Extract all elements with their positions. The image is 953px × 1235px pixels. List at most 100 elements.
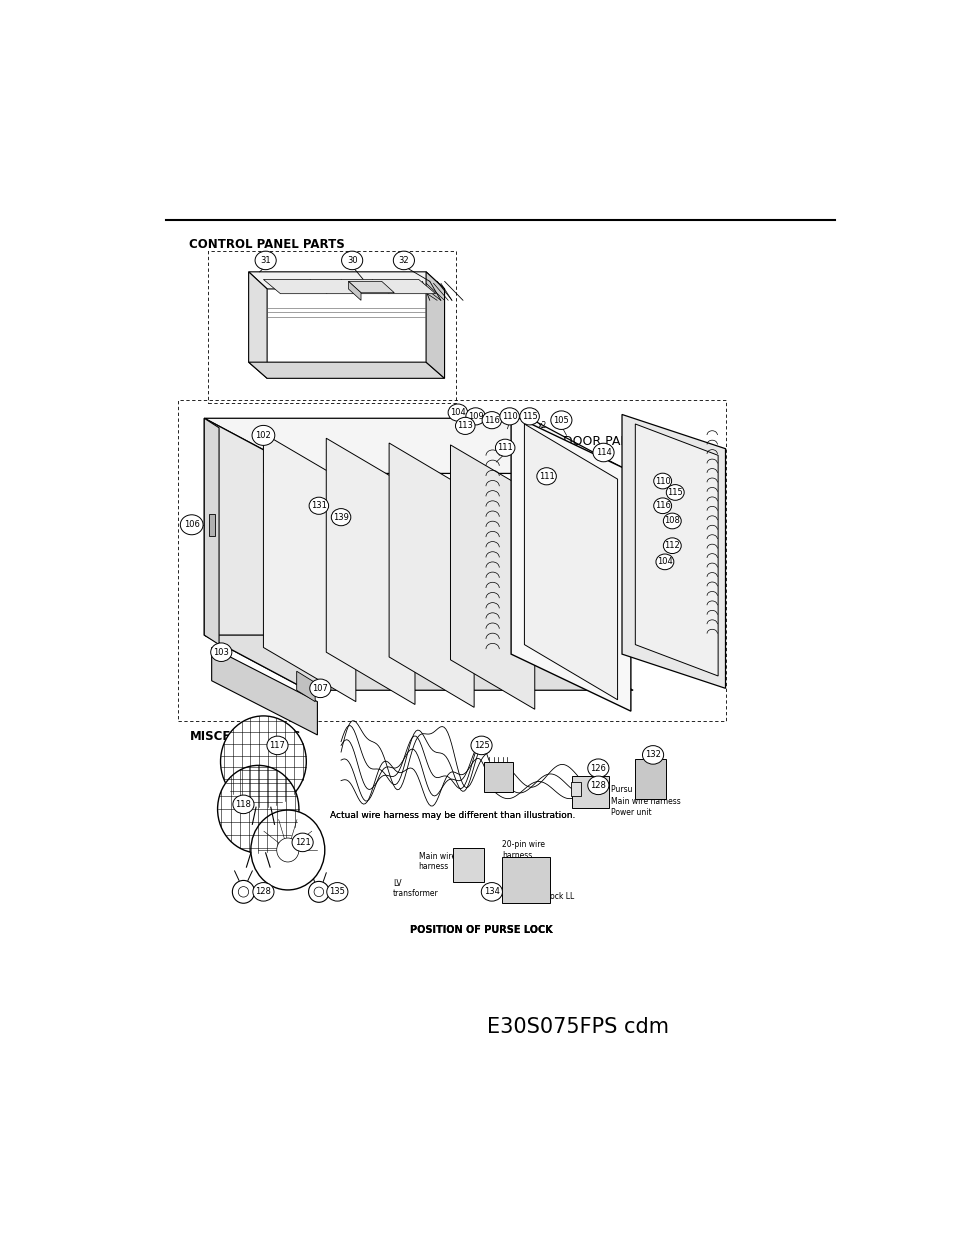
Polygon shape: [212, 647, 317, 735]
FancyBboxPatch shape: [635, 758, 665, 799]
Ellipse shape: [267, 736, 288, 755]
Polygon shape: [249, 272, 444, 289]
Text: 104: 104: [657, 557, 672, 567]
Ellipse shape: [519, 408, 538, 425]
Polygon shape: [348, 282, 394, 293]
Text: 108: 108: [663, 516, 679, 525]
Ellipse shape: [448, 404, 467, 421]
Ellipse shape: [537, 468, 556, 485]
Text: 104: 104: [450, 408, 465, 417]
Text: 132: 132: [644, 751, 660, 760]
Text: 139: 139: [333, 513, 349, 521]
Ellipse shape: [587, 760, 608, 778]
Text: 111: 111: [538, 472, 554, 480]
Ellipse shape: [593, 443, 614, 462]
Text: Pursu lock LL: Pursu lock LL: [524, 892, 574, 900]
Text: x2: x2: [682, 499, 691, 505]
Ellipse shape: [471, 736, 492, 755]
Text: 125: 125: [473, 741, 489, 750]
Text: 128: 128: [590, 781, 606, 790]
Ellipse shape: [220, 716, 306, 808]
Text: 135: 135: [329, 887, 345, 897]
FancyBboxPatch shape: [572, 776, 608, 808]
Ellipse shape: [499, 408, 518, 425]
Text: 103: 103: [213, 647, 229, 657]
Text: 112: 112: [663, 541, 679, 551]
Polygon shape: [204, 419, 219, 645]
Polygon shape: [524, 424, 617, 700]
Text: 115: 115: [667, 488, 682, 496]
Polygon shape: [296, 672, 314, 701]
Text: 107: 107: [312, 684, 328, 693]
Ellipse shape: [341, 251, 362, 269]
Text: 31: 31: [260, 256, 271, 266]
Polygon shape: [249, 272, 267, 378]
Polygon shape: [263, 433, 355, 701]
Polygon shape: [263, 279, 436, 294]
Text: 111: 111: [497, 443, 513, 452]
Text: x2: x2: [537, 421, 546, 430]
Polygon shape: [635, 424, 718, 676]
Ellipse shape: [217, 766, 298, 853]
Text: Actual wire harness may be different than illustration.: Actual wire harness may be different tha…: [330, 811, 575, 820]
Text: 115: 115: [521, 411, 537, 421]
Text: POSITION OF PURSE LOCK: POSITION OF PURSE LOCK: [410, 925, 553, 935]
Ellipse shape: [455, 417, 475, 435]
Polygon shape: [204, 635, 633, 690]
Ellipse shape: [276, 839, 298, 862]
Ellipse shape: [587, 776, 608, 794]
Ellipse shape: [180, 515, 203, 535]
Text: E30S075FPS cdm: E30S075FPS cdm: [486, 1016, 668, 1037]
Text: Actual wire harness may be different than illustration.: Actual wire harness may be different tha…: [330, 811, 575, 820]
Ellipse shape: [393, 251, 414, 269]
Text: POSITION OF PURSE LOCK: POSITION OF PURSE LOCK: [410, 925, 553, 935]
FancyBboxPatch shape: [501, 857, 549, 903]
Ellipse shape: [254, 251, 276, 269]
Polygon shape: [249, 362, 444, 378]
Ellipse shape: [653, 473, 671, 489]
Text: DOOR PARTS: DOOR PARTS: [562, 436, 643, 448]
FancyBboxPatch shape: [483, 762, 512, 792]
Text: Pursu lock L: Pursu lock L: [610, 785, 657, 794]
Polygon shape: [204, 419, 308, 690]
Text: 131: 131: [311, 501, 327, 510]
Ellipse shape: [251, 810, 324, 890]
Text: 116: 116: [654, 501, 670, 510]
Ellipse shape: [662, 513, 680, 529]
Polygon shape: [511, 415, 630, 711]
Text: Main wire
harness: Main wire harness: [418, 852, 456, 872]
Text: Main wire harness: Main wire harness: [610, 797, 679, 805]
Text: MISCELLANEOUS: MISCELLANEOUS: [190, 730, 301, 743]
Text: 102: 102: [255, 431, 271, 440]
Ellipse shape: [665, 484, 683, 500]
Ellipse shape: [331, 509, 351, 526]
Text: 109: 109: [467, 411, 483, 421]
Text: 32: 32: [398, 256, 409, 266]
Text: 20-pin wire
harness: 20-pin wire harness: [501, 841, 545, 860]
Polygon shape: [621, 415, 724, 688]
Ellipse shape: [327, 883, 348, 902]
Ellipse shape: [465, 408, 485, 425]
Polygon shape: [348, 282, 360, 300]
Polygon shape: [450, 445, 535, 709]
Ellipse shape: [481, 883, 502, 902]
Ellipse shape: [252, 425, 274, 446]
Ellipse shape: [653, 498, 671, 514]
Text: 105: 105: [553, 416, 569, 425]
Ellipse shape: [233, 795, 253, 814]
Text: CONTROL PANEL PARTS: CONTROL PANEL PARTS: [190, 237, 345, 251]
Text: 113: 113: [456, 421, 473, 430]
Polygon shape: [204, 419, 633, 473]
Polygon shape: [326, 438, 415, 704]
Ellipse shape: [308, 882, 329, 903]
Polygon shape: [210, 514, 215, 536]
FancyBboxPatch shape: [453, 848, 484, 882]
Polygon shape: [426, 272, 444, 378]
Ellipse shape: [310, 679, 331, 698]
Ellipse shape: [238, 887, 249, 897]
Ellipse shape: [641, 746, 663, 764]
Text: 121: 121: [294, 837, 310, 847]
Text: 114: 114: [595, 448, 611, 457]
Ellipse shape: [314, 887, 323, 897]
Text: 126: 126: [590, 763, 606, 773]
